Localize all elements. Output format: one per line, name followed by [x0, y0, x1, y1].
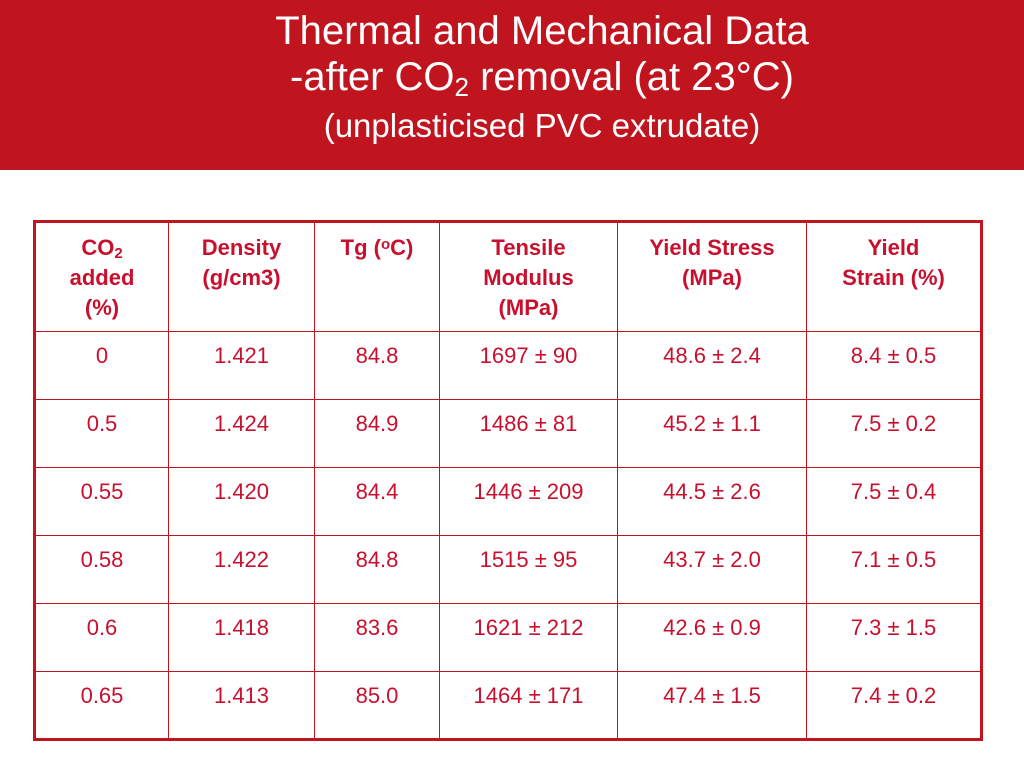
slide-subtitle: -after CO2 removal (at 23°C) [0, 54, 1024, 100]
cell-tg: 84.8 [314, 331, 440, 400]
table-row: 0.65 1.413 85.0 1464 ± 171 47.4 ± 1.5 7.… [34, 671, 982, 740]
header-tg: Tg (oC) [314, 221, 440, 332]
cell-yield-stress: 48.6 ± 2.4 [617, 331, 807, 400]
data-table: CO2 added (%) Density (g/cm3) Tg (oC) Te… [33, 220, 983, 741]
cell-yield-strain: 7.4 ± 0.2 [806, 671, 982, 740]
header-yield-stress: Yield Stress (MPa) [617, 221, 807, 332]
cell-co2: 0.55 [34, 467, 169, 536]
cell-density: 1.422 [168, 535, 315, 604]
cell-density: 1.420 [168, 467, 315, 536]
slide-title: Thermal and Mechanical Data [275, 9, 809, 53]
cell-tensile-modulus: 1621 ± 212 [439, 603, 618, 672]
header-tensile-modulus: Tensile Modulus (MPa) [439, 221, 618, 332]
cell-yield-strain: 7.3 ± 1.5 [806, 603, 982, 672]
cell-co2: 0 [34, 331, 169, 400]
cell-density: 1.424 [168, 399, 315, 468]
cell-co2: 0.58 [34, 535, 169, 604]
cell-tensile-modulus: 1464 ± 171 [439, 671, 618, 740]
table-row: 0.6 1.418 83.6 1621 ± 212 42.6 ± 0.9 7.3… [34, 603, 982, 672]
cell-yield-stress: 45.2 ± 1.1 [617, 399, 807, 468]
table-row: 0 1.421 84.8 1697 ± 90 48.6 ± 2.4 8.4 ± … [34, 331, 982, 400]
cell-tensile-modulus: 1515 ± 95 [439, 535, 618, 604]
header-yield-strain: Yield Strain (%) [806, 221, 982, 332]
cell-yield-stress: 43.7 ± 2.0 [617, 535, 807, 604]
cell-yield-strain: 7.5 ± 0.4 [806, 467, 982, 536]
cell-tg: 83.6 [314, 603, 440, 672]
cell-tensile-modulus: 1446 ± 209 [439, 467, 618, 536]
cell-density: 1.413 [168, 671, 315, 740]
slide-caption: (unplasticised PVC extrudate) [323, 107, 761, 144]
subtitle-suffix: removal (at 23°C) [468, 55, 794, 99]
table-row: 0.55 1.420 84.4 1446 ± 209 44.5 ± 2.6 7.… [34, 467, 982, 536]
cell-density: 1.421 [168, 331, 315, 400]
cell-tensile-modulus: 1486 ± 81 [439, 399, 618, 468]
header-row: CO2 added (%) Density (g/cm3) Tg (oC) Te… [34, 221, 982, 332]
header-co2-added: CO2 added (%) [34, 221, 169, 332]
table-row: 0.58 1.422 84.8 1515 ± 95 43.7 ± 2.0 7.1… [34, 535, 982, 604]
cell-tensile-modulus: 1697 ± 90 [439, 331, 618, 400]
cell-co2: 0.65 [34, 671, 169, 740]
cell-yield-strain: 7.5 ± 0.2 [806, 399, 982, 468]
cell-tg: 84.9 [314, 399, 440, 468]
cell-co2: 0.5 [34, 399, 169, 468]
cell-yield-stress: 44.5 ± 2.6 [617, 467, 807, 536]
cell-tg: 84.8 [314, 535, 440, 604]
subtitle-prefix: -after CO [290, 55, 455, 99]
cell-tg: 84.4 [314, 467, 440, 536]
cell-co2: 0.6 [34, 603, 169, 672]
table-row: 0.5 1.424 84.9 1486 ± 81 45.2 ± 1.1 7.5 … [34, 399, 982, 468]
header-density: Density (g/cm3) [168, 221, 315, 332]
cell-yield-strain: 7.1 ± 0.5 [806, 535, 982, 604]
cell-yield-stress: 47.4 ± 1.5 [617, 671, 807, 740]
cell-tg: 85.0 [314, 671, 440, 740]
cell-density: 1.418 [168, 603, 315, 672]
cell-yield-strain: 8.4 ± 0.5 [806, 331, 982, 400]
cell-yield-stress: 42.6 ± 0.9 [617, 603, 807, 672]
subtitle-subscript: 2 [454, 72, 469, 102]
title-banner: Thermal and Mechanical Data -after CO2 r… [0, 0, 1024, 170]
